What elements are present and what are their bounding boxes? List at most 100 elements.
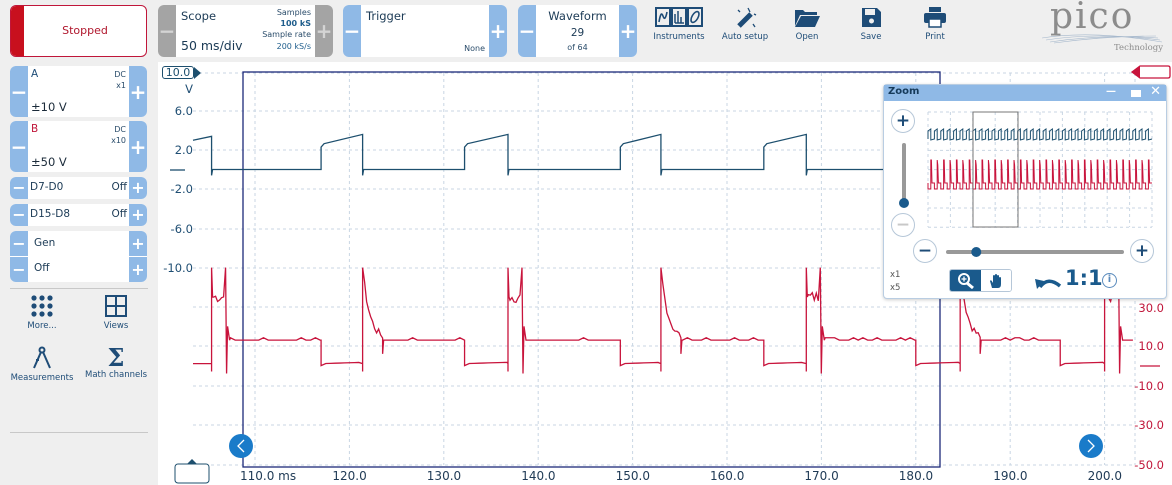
vertical-zoom-out-button[interactable]: − — [891, 213, 915, 237]
vertical-zoom-in-button[interactable]: + — [891, 109, 915, 133]
channel-b-trace — [193, 267, 1133, 374]
trigger-increase-button[interactable]: + — [489, 5, 507, 57]
channel-b-probe[interactable]: x10 — [111, 136, 126, 145]
d7-d0-decrease-button[interactable]: − — [10, 177, 28, 199]
close-icon[interactable]: ✕ — [1150, 84, 1161, 99]
trigger-mode-value[interactable]: None — [464, 44, 485, 53]
channel-a-decrease-button[interactable]: − — [10, 66, 28, 117]
overview-plot[interactable] — [884, 85, 1168, 300]
channel-b-coupling[interactable]: DC — [114, 125, 126, 134]
overview-channel-a-trace — [927, 128, 1153, 141]
channel-a-increase-button[interactable]: + — [129, 66, 147, 117]
trigger-label: Trigger — [366, 9, 406, 23]
sample-rate-value: 200 kS/s — [276, 42, 311, 51]
horizontal-zoom-track[interactable] — [946, 250, 1124, 254]
gen-state[interactable]: Off — [34, 262, 50, 274]
measurements-button[interactable]: Measurements — [7, 346, 77, 383]
ruler-handle[interactable] — [174, 463, 210, 484]
auto-setup-button[interactable]: Auto setup — [714, 6, 776, 42]
y-tick-a: 6.0 — [174, 104, 193, 118]
previous-waveform-button[interactable]: − — [518, 5, 536, 57]
more-label: More... — [27, 321, 57, 331]
channel-panel: − + A DC x1 ±10 V − + B DC x10 ±50 V − +… — [0, 62, 158, 485]
y-tick-b: -30.0 — [1134, 418, 1164, 432]
pan-tool-button[interactable] — [981, 270, 1011, 291]
x-tick-label: 110.0 ms — [240, 469, 297, 483]
channel-b-range[interactable]: ±50 V — [31, 155, 67, 169]
channel-b-control: − + B DC x10 ±50 V — [10, 121, 147, 172]
gen-state-increase-button[interactable]: + — [129, 257, 147, 282]
print-button[interactable]: Print — [904, 6, 966, 42]
floppy-disk-icon — [862, 8, 881, 27]
x-tick-label: 140.0 — [521, 469, 556, 483]
instruments-button[interactable]: Instruments — [648, 6, 710, 42]
gen-decrease-button[interactable]: − — [10, 231, 28, 256]
open-button[interactable]: Open — [776, 6, 838, 42]
horizontal-zoom-in-button[interactable]: + — [1130, 239, 1154, 263]
scope-timebase-control: − + Scope 50 ms/div Samples 100 kS Sampl… — [158, 5, 333, 57]
x-tick-label: 190.0 — [993, 469, 1028, 483]
more-button[interactable]: More... — [7, 294, 77, 331]
d15-d8-increase-button[interactable]: + — [129, 204, 147, 226]
channel-b-name[interactable]: B — [31, 123, 39, 135]
d7-d0-state[interactable]: Off — [111, 181, 128, 193]
samples-label: Samples — [276, 8, 311, 17]
vertical-zoom-track[interactable] — [902, 143, 906, 203]
channel-a-coupling[interactable]: DC — [114, 70, 126, 79]
x-tick-label: 150.0 — [615, 469, 650, 483]
x-tick-label: 200.0 — [1087, 469, 1122, 483]
channel-b-increase-button[interactable]: + — [129, 121, 147, 172]
timebase-decrease-button[interactable]: − — [158, 5, 176, 57]
horizontal-zoom-handle[interactable] — [971, 247, 982, 257]
scroll-right-button[interactable] — [1079, 434, 1103, 458]
zoom-overview-window[interactable]: Zoom — ✕ + − − + x1 x5 1:1 i — [883, 84, 1167, 299]
waveform-current[interactable]: 29 — [570, 27, 585, 39]
save-button[interactable]: Save — [840, 6, 902, 42]
d15-d8-decrease-button[interactable]: − — [10, 204, 28, 226]
printer-icon — [924, 7, 946, 28]
channel-a-name[interactable]: A — [31, 68, 39, 80]
measurements-label: Measurements — [10, 373, 74, 383]
views-label: Views — [103, 321, 129, 331]
trigger-decrease-button[interactable]: − — [343, 5, 361, 57]
instruments-icon — [655, 7, 703, 27]
channel-a-range-marker[interactable]: 10.0 — [162, 66, 194, 79]
pico-logo: pico Technology — [1042, 0, 1167, 58]
overview-selection-rect[interactable] — [972, 111, 1019, 228]
horizontal-zoom-out-button[interactable]: − — [913, 239, 937, 263]
reset-zoom-ratio[interactable]: 1:1 — [1065, 266, 1103, 290]
vertical-zoom-handle[interactable] — [899, 198, 909, 208]
auto-setup-label: Auto setup — [721, 32, 769, 42]
grid — [193, 72, 1136, 466]
gen-state-decrease-button[interactable]: − — [10, 257, 28, 282]
d7-d0-increase-button[interactable]: + — [129, 177, 147, 199]
minimize-icon[interactable]: — — [1106, 86, 1116, 97]
scroll-left-button[interactable] — [229, 434, 253, 458]
d15-d8-state[interactable]: Off — [111, 208, 128, 220]
gen-increase-button[interactable]: + — [129, 231, 147, 256]
zoom-window-titlebar[interactable]: Zoom — ✕ — [884, 84, 1166, 101]
timebase-value[interactable]: 50 ms/div — [181, 38, 243, 53]
views-button[interactable]: Views — [81, 294, 151, 331]
views-icon — [105, 295, 127, 317]
undo-zoom-icon[interactable] — [1034, 270, 1064, 292]
maximize-icon[interactable] — [1131, 90, 1141, 97]
timebase-increase-button[interactable]: + — [315, 5, 333, 57]
channel-b-decrease-button[interactable]: − — [10, 121, 28, 172]
instruments-label: Instruments — [653, 32, 705, 42]
zoom-tool-button[interactable] — [950, 270, 981, 291]
next-waveform-button[interactable]: + — [619, 5, 637, 57]
y-tick-b: -50.0 — [1134, 458, 1164, 472]
math-channels-button[interactable]: Σ Math channels — [81, 346, 151, 381]
run-stop-button[interactable]: Stopped — [10, 5, 147, 57]
channel-a-control: − + A DC x1 ±10 V — [10, 66, 147, 117]
signal-generator-control: − + − + Gen Off — [10, 231, 147, 282]
samples-value[interactable]: 100 kS — [280, 19, 311, 28]
range-marker-arrow-icon — [194, 67, 201, 79]
info-icon[interactable]: i — [1102, 273, 1117, 288]
magnifier-icon — [957, 272, 974, 289]
channel-b-trigger-marker[interactable] — [1130, 65, 1171, 79]
channel-a-probe[interactable]: x1 — [116, 81, 126, 90]
channel-a-range[interactable]: ±10 V — [31, 100, 67, 114]
